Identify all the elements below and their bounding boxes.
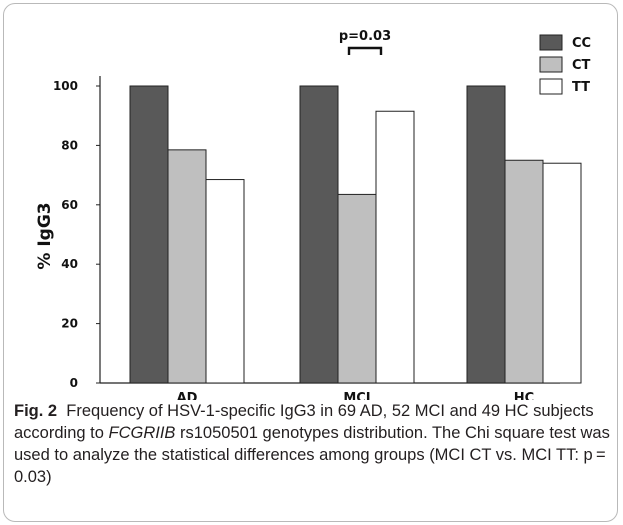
y-tick-labels: 0 20 40 60 80 100 (53, 79, 100, 390)
legend-label-cc: CC (572, 36, 591, 51)
bar-mci-ct (337, 193, 377, 384)
significance-p-value: p=0.03 (339, 29, 391, 44)
bar-ad-cc (129, 85, 169, 384)
legend-swatch-cc (539, 34, 563, 51)
bar-hc-tt (542, 162, 582, 384)
bar-ad-tt (205, 179, 245, 384)
legend-label-tt: TT (572, 80, 590, 95)
caption-label: Fig. 2 (14, 402, 58, 420)
significance-annotation: p=0.03 (339, 29, 391, 55)
chart-legend: CC CT TT (539, 34, 591, 95)
y-tick-label: 60 (61, 198, 78, 212)
legend-swatch-tt (539, 78, 563, 95)
y-tick-label: 40 (61, 257, 78, 271)
legend-swatch-ct (539, 56, 563, 73)
bar-ad-ct (167, 149, 207, 384)
x-tick-label: HC (514, 391, 534, 400)
y-tick-label: 100 (53, 79, 78, 93)
caption-text-before: Frequency of HSV-1-specific IgG3 in 69 A… (14, 402, 594, 442)
x-tick-labels: AD MCI HC (177, 391, 535, 400)
bar-mci-tt (375, 110, 415, 384)
significance-bracket (347, 46, 383, 55)
legend-label-ct: CT (572, 58, 591, 73)
bar-mci-cc (299, 85, 339, 384)
figure-caption: Fig. 2 Frequency of HSV-1-specific IgG3 … (14, 400, 610, 488)
caption-gene: FCGRIIB (108, 424, 176, 442)
y-tick-label: 80 (61, 138, 78, 152)
y-tick-label: 0 (70, 376, 78, 390)
y-tick-label: 20 (61, 317, 78, 331)
bar-hc-cc (466, 85, 506, 384)
bar-chart: AD MCI HC 0 20 40 60 80 100 CC CT TT p=0.03 % IgG… (35, 29, 591, 400)
bar-hc-ct (504, 159, 544, 384)
x-tick-label: AD (177, 391, 198, 400)
caption-text-after: rs1050501 genotypes distribution. The Ch… (14, 424, 610, 486)
y-axis-label: % IgG3 (35, 202, 55, 269)
x-tick-label: MCI (343, 391, 370, 400)
chart-bars (129, 85, 582, 384)
